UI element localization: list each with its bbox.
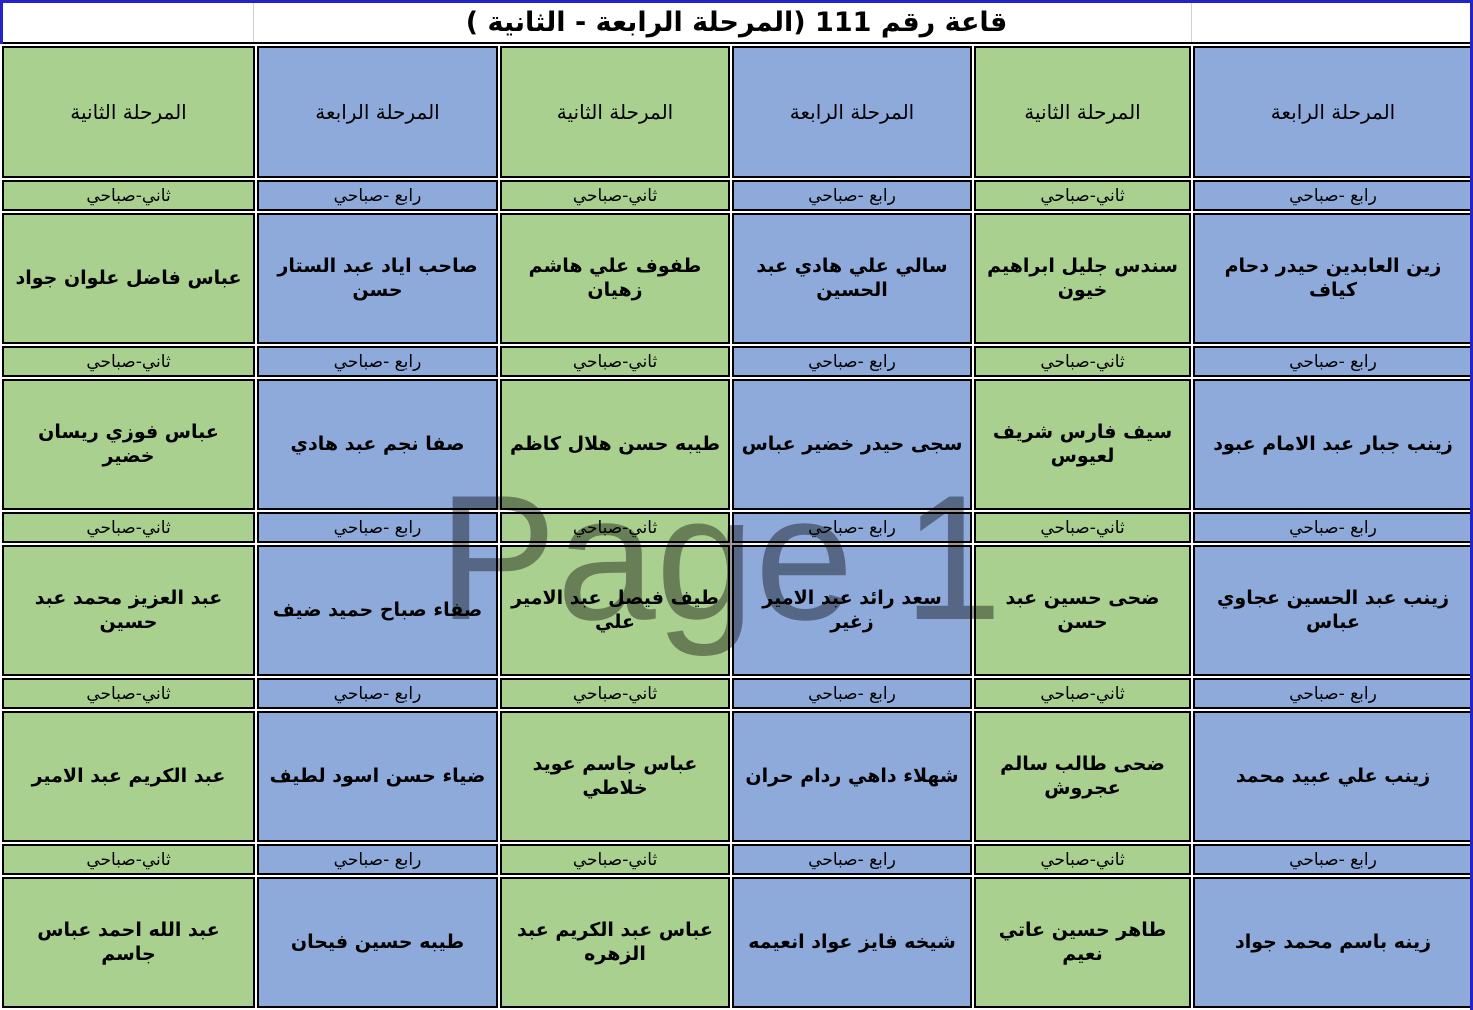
student-name-cell[interactable]: زين العابدين حيدر دحام كياف xyxy=(1193,213,1473,344)
student-name-cell[interactable]: سيف فارس شريف لعيوس xyxy=(974,379,1191,510)
student-name-cell[interactable]: زينب جبار عبد الامام عبود xyxy=(1193,379,1473,510)
stage-column: المرحلة الرابعة رابع -صباحي سالي علي هادي … xyxy=(732,46,972,1008)
session-label-cell[interactable]: ثاني-صباحي xyxy=(500,844,730,875)
student-name-cell[interactable]: طيبه حسين فيحان xyxy=(257,877,498,1008)
session-label-cell[interactable]: ثاني-صباحي xyxy=(500,512,730,543)
student-name-cell[interactable]: شيخه فايز عواد انعيمه xyxy=(732,877,972,1008)
page-break-line-top xyxy=(0,0,1473,3)
session-label-cell[interactable]: رابع -صباحي xyxy=(1193,678,1473,709)
student-name-cell[interactable]: طيبه حسن هلال كاظم xyxy=(500,379,730,510)
seating-grid: المرحلة الرابعة رابع -صباحي زين العابدين ح… xyxy=(0,46,1473,1008)
session-label-cell[interactable]: رابع -صباحي xyxy=(257,678,498,709)
session-label-cell[interactable]: ثاني-صباحي xyxy=(2,346,255,377)
stage-column: المرحلة الثانية ثاني-صباحي سندس جليل ابراه… xyxy=(974,46,1191,1008)
session-label-cell[interactable]: ثاني-صباحي xyxy=(974,678,1191,709)
student-name-cell[interactable]: عباس فوزي ريسان خضير xyxy=(2,379,255,510)
student-name-cell[interactable]: سالي علي هادي عبد الحسين xyxy=(732,213,972,344)
student-name-cell[interactable]: شهلاء داهي ردام حران xyxy=(732,711,972,842)
gridline xyxy=(1191,3,1192,42)
session-label-cell[interactable]: رابع -صباحي xyxy=(1193,844,1473,875)
student-name-cell[interactable]: زينب علي عبيد محمد xyxy=(1193,711,1473,842)
session-label-cell[interactable]: ثاني-صباحي xyxy=(974,346,1191,377)
student-name-cell[interactable]: صفاء صباح حميد ضيف xyxy=(257,545,498,676)
session-label-cell[interactable]: رابع -صباحي xyxy=(732,180,972,211)
stage-header-cell[interactable]: المرحلة الثانية xyxy=(500,46,730,178)
hall-title[interactable]: قاعة رقم 111 (المرحلة الرابعة - الثانية … xyxy=(465,7,1008,38)
page-break-line-right xyxy=(1470,0,1473,1010)
stage-column: المرحلة الرابعة رابع -صباحي صاحب اياد عبد … xyxy=(257,46,498,1008)
page-break-line-left xyxy=(0,0,3,44)
student-name-cell[interactable]: عباس فاضل علوان جواد xyxy=(2,213,255,344)
student-name-cell[interactable]: عبد العزيز محمد عبد حسين xyxy=(2,545,255,676)
student-name-cell[interactable]: ضحى طالب سالم عجروش xyxy=(974,711,1191,842)
student-name-cell[interactable]: ضحى حسين عبد حسن xyxy=(974,545,1191,676)
student-name-cell[interactable]: زينب عبد الحسين عجاوي عباس xyxy=(1193,545,1473,676)
student-name-cell[interactable]: عباس جاسم عويد خلاطي xyxy=(500,711,730,842)
session-label-cell[interactable]: ثاني-صباحي xyxy=(2,844,255,875)
student-name-cell[interactable]: ضياء حسن اسود لطيف xyxy=(257,711,498,842)
stage-header-cell[interactable]: المرحلة الثانية xyxy=(2,46,255,178)
session-label-cell[interactable]: ثاني-صباحي xyxy=(2,180,255,211)
student-name-cell[interactable]: سعد رائد عبد الامير زغير xyxy=(732,545,972,676)
stage-column: المرحلة الرابعة رابع -صباحي زين العابدين ح… xyxy=(1193,46,1473,1008)
session-label-cell[interactable]: رابع -صباحي xyxy=(1193,180,1473,211)
session-label-cell[interactable]: ثاني-صباحي xyxy=(2,678,255,709)
student-name-cell[interactable]: سندس جليل ابراهيم خيون xyxy=(974,213,1191,344)
student-name-cell[interactable]: سجى حيدر خضير عباس xyxy=(732,379,972,510)
session-label-cell[interactable]: رابع -صباحي xyxy=(732,512,972,543)
title-row: قاعة رقم 111 (المرحلة الرابعة - الثانية … xyxy=(0,3,1473,44)
session-label-cell[interactable]: ثاني-صباحي xyxy=(2,512,255,543)
session-label-cell[interactable]: رابع -صباحي xyxy=(257,180,498,211)
student-name-cell[interactable]: صاحب اياد عبد الستار حسن xyxy=(257,213,498,344)
session-label-cell[interactable]: رابع -صباحي xyxy=(257,346,498,377)
student-name-cell[interactable]: زينه باسم محمد جواد xyxy=(1193,877,1473,1008)
student-name-cell[interactable]: صفا نجم عبد هادي xyxy=(257,379,498,510)
session-label-cell[interactable]: رابع -صباحي xyxy=(732,678,972,709)
student-name-cell[interactable]: طفوف علي هاشم زهيان xyxy=(500,213,730,344)
session-label-cell[interactable]: ثاني-صباحي xyxy=(500,678,730,709)
student-name-cell[interactable]: عبد الله احمد عباس جاسم xyxy=(2,877,255,1008)
session-label-cell[interactable]: رابع -صباحي xyxy=(1193,346,1473,377)
session-label-cell[interactable]: رابع -صباحي xyxy=(1193,512,1473,543)
student-name-cell[interactable]: عبد الكريم عبد الامير xyxy=(2,711,255,842)
session-label-cell[interactable]: ثاني-صباحي xyxy=(500,180,730,211)
stage-header-cell[interactable]: المرحلة الرابعة xyxy=(257,46,498,178)
session-label-cell[interactable]: رابع -صباحي xyxy=(257,512,498,543)
stage-header-cell[interactable]: المرحلة الثانية xyxy=(974,46,1191,178)
session-label-cell[interactable]: ثاني-صباحي xyxy=(974,512,1191,543)
stage-column: المرحلة الثانية ثاني-صباحي طفوف علي هاشم ز… xyxy=(500,46,730,1008)
session-label-cell[interactable]: ثاني-صباحي xyxy=(974,180,1191,211)
stage-header-cell[interactable]: المرحلة الرابعة xyxy=(732,46,972,178)
session-label-cell[interactable]: ثاني-صباحي xyxy=(974,844,1191,875)
stage-header-cell[interactable]: المرحلة الرابعة xyxy=(1193,46,1473,178)
session-label-cell[interactable]: رابع -صباحي xyxy=(732,346,972,377)
session-label-cell[interactable]: رابع -صباحي xyxy=(257,844,498,875)
session-label-cell[interactable]: رابع -صباحي xyxy=(732,844,972,875)
student-name-cell[interactable]: طاهر حسين عاتي نعيم xyxy=(974,877,1191,1008)
gridline xyxy=(253,3,254,42)
session-label-cell[interactable]: ثاني-صباحي xyxy=(500,346,730,377)
student-name-cell[interactable]: عباس عبد الكريم عبد الزهره xyxy=(500,877,730,1008)
stage-column: المرحلة الثانية ثاني-صباحي عباس فاضل علوان… xyxy=(2,46,255,1008)
student-name-cell[interactable]: طيف فيصل عبد الامير علي xyxy=(500,545,730,676)
